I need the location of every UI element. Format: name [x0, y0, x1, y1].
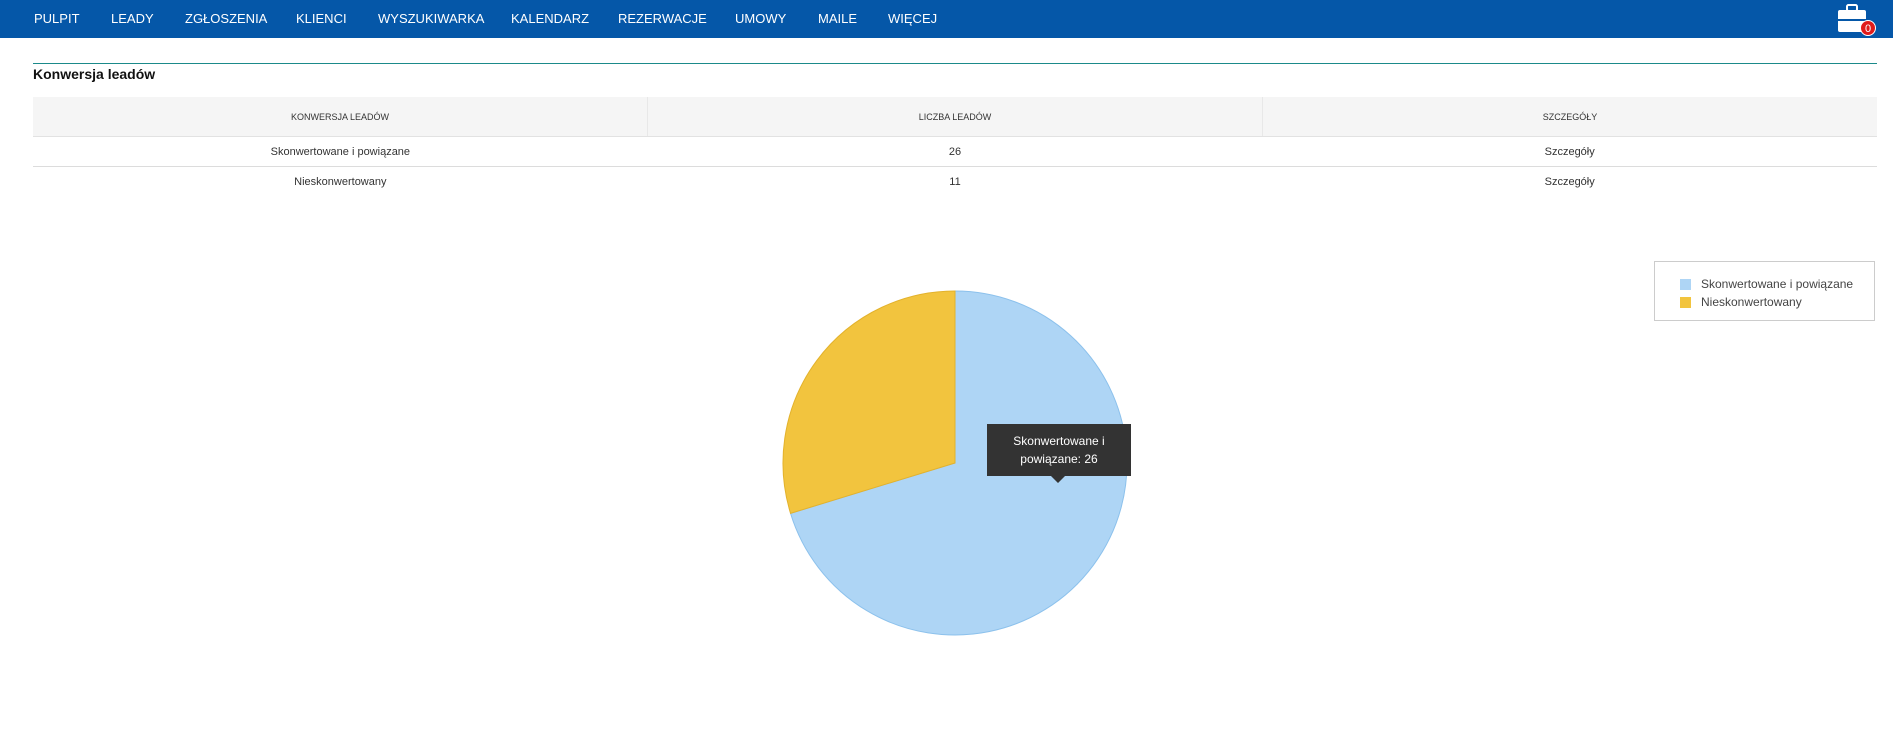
table-header-row: KONWERSJA LEADÓW LICZBA LEADÓW SZCZEGÓŁY [33, 97, 1877, 137]
table-cell-conversion: Nieskonwertowany [294, 175, 387, 188]
chart-legend: Skonwertowane i powiązane Nieskonwertowa… [1654, 261, 1875, 321]
legend-label: Nieskonwertowany [1701, 295, 1802, 309]
table-cell-conversion: Skonwertowane i powiązane [270, 145, 411, 158]
legend-label: Skonwertowane i powiązane [1701, 277, 1854, 291]
legend-swatch [1680, 296, 1691, 308]
tooltip-box [987, 424, 1131, 483]
nav-item-pulpit[interactable]: PULPIT [34, 11, 80, 26]
table-row: Nieskonwertowany 11 Szczegóły [33, 167, 1877, 196]
table-cell-lead-count: 11 [949, 175, 961, 188]
nav-item-umowy[interactable]: UMOWY [735, 11, 787, 26]
legend-item-converted[interactable]: Skonwertowane i powiązane [1680, 276, 1853, 292]
nav-item-wiecej[interactable]: WIĘCEJ [888, 11, 938, 26]
details-link[interactable]: Szczegóły [1544, 145, 1595, 158]
pie-slice-not-converted[interactable] [782, 290, 956, 514]
column-header-details[interactable]: SZCZEGÓŁY [1542, 111, 1598, 122]
top-navigation-bar: PULPIT LEADY ZGŁOSZENIA KLIENCI WYSZUKIW… [0, 0, 1893, 38]
nav-item-wyszukiwarka[interactable]: WYSZUKIWARKA [378, 11, 485, 26]
legend-item-not-converted[interactable]: Nieskonwertowany [1680, 294, 1802, 310]
nav-item-leady[interactable]: LEADY [111, 11, 154, 26]
tooltip-line: Skonwertowane i [1013, 434, 1104, 448]
nav-item-klienci[interactable]: KLIENCI [296, 11, 347, 26]
nav-item-kalendarz[interactable]: KALENDARZ [511, 11, 590, 26]
section-divider [33, 63, 1877, 64]
tooltip-line: powiązane: 26 [1020, 452, 1098, 466]
column-header-conversion[interactable]: KONWERSJA LEADÓW [33, 97, 648, 136]
chart-tooltip: Skonwertowane i powiązane: 26 [987, 424, 1131, 483]
table-cell-lead-count: 26 [948, 145, 962, 158]
nav-item-maile[interactable]: MAILE [818, 11, 858, 26]
page-title: Konwersja leadów [33, 66, 156, 82]
lead-conversion-table: KONWERSJA LEADÓW LICZBA LEADÓW SZCZEGÓŁY… [33, 97, 1877, 196]
notification-badge: 0 [1860, 20, 1876, 36]
details-link[interactable]: Szczegóły [1544, 175, 1595, 188]
table-row: Skonwertowane i powiązane 26 Szczegóły [33, 137, 1877, 167]
pie-slice-converted[interactable] [789, 290, 1128, 636]
nav-item-rezerwacje[interactable]: REZERWACJE [618, 11, 707, 26]
briefcase-icon[interactable] [1836, 4, 1870, 34]
legend-swatch [1680, 278, 1691, 290]
column-header-lead-count[interactable]: LICZBA LEADÓW [648, 97, 1263, 136]
nav-item-zgloszenia[interactable]: ZGŁOSZENIA [185, 11, 268, 26]
